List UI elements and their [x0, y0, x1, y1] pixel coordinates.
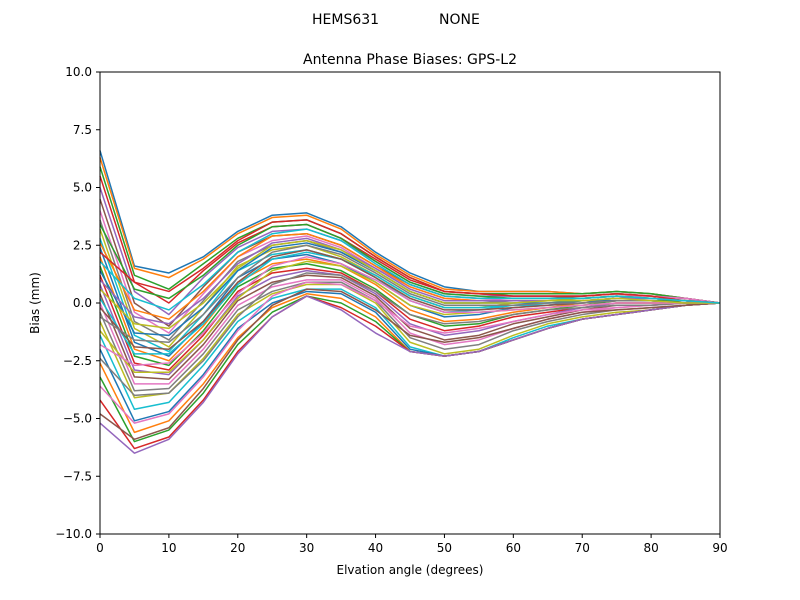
y-tick-label: 0.0 — [73, 296, 92, 310]
series-layer — [99, 150, 721, 454]
suptitle-station: HEMS631 — [312, 12, 379, 28]
y-tick-label: −2.5 — [63, 354, 92, 368]
y-axis-label: Bias (mm) — [28, 272, 42, 334]
x-tick-label: 50 — [437, 541, 452, 555]
series-line-37 — [99, 256, 720, 367]
y-tick-label: −10.0 — [55, 527, 92, 541]
x-tick-label: 80 — [643, 541, 658, 555]
series-line-28 — [99, 272, 720, 397]
y-tick-label: 5.0 — [73, 181, 92, 195]
x-axis-label: Elvation angle (degrees) — [337, 563, 484, 577]
chart-title: Antenna Phase Biases: GPS-L2 — [303, 52, 517, 68]
x-tick-label: 40 — [368, 541, 383, 555]
series-line-34 — [99, 219, 721, 304]
x-tick-label: 90 — [712, 541, 727, 555]
x-tick-label: 60 — [506, 541, 521, 555]
x-tick-label: 30 — [299, 541, 314, 555]
series-line-39 — [99, 239, 720, 330]
y-tick-label: 2.5 — [73, 238, 92, 252]
y-tick-label: −5.0 — [63, 412, 92, 426]
x-tick-label: 0 — [96, 541, 104, 555]
series-line-19 — [99, 283, 721, 399]
series-line-38 — [99, 244, 720, 344]
series-line-25 — [99, 295, 721, 454]
y-tick-label: 10.0 — [65, 65, 92, 79]
y-tick-label: −7.5 — [63, 469, 92, 483]
suptitle-model: NONE — [439, 12, 480, 28]
series-line-27 — [99, 281, 720, 424]
x-axis-ticks: 0 10 20 30 40 50 60 70 80 90 — [96, 534, 728, 555]
x-tick-label: 10 — [161, 541, 176, 555]
x-tick-label: 20 — [230, 541, 245, 555]
x-tick-label: 70 — [575, 541, 590, 555]
series-line-40 — [99, 228, 721, 311]
y-axis-ticks: −10.0 −7.5 −5.0 −2.5 0.0 2.5 5.0 7.5 10.0 — [55, 65, 100, 541]
series-line-26 — [99, 288, 721, 441]
y-tick-label: 7.5 — [73, 123, 92, 137]
